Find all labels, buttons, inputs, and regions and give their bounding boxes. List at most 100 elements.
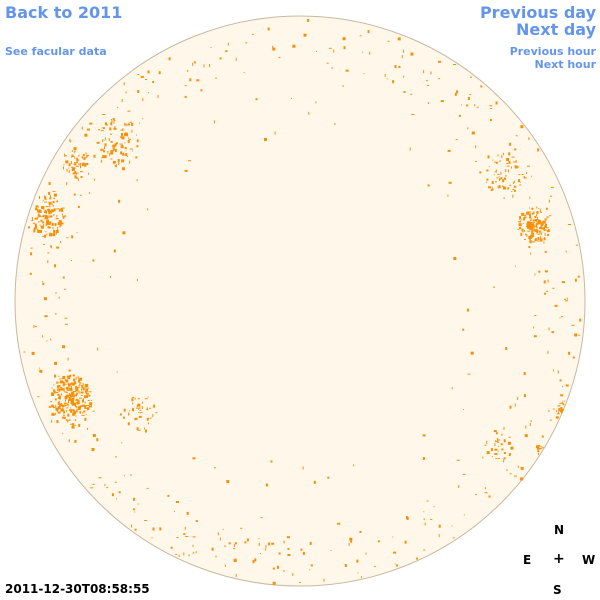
facula-mark (120, 136, 123, 139)
facula-mark (49, 203, 53, 205)
facula-mark (192, 457, 196, 460)
facula-mark (88, 405, 92, 408)
previous-day-link[interactable]: Previous day (479, 3, 596, 22)
facula-mark (84, 405, 87, 409)
facula-mark (560, 410, 563, 414)
back-to-year-link[interactable]: Back to 2011 (5, 3, 123, 22)
facula-mark (512, 194, 514, 198)
facula-mark (463, 514, 465, 516)
facula-mark (137, 398, 140, 400)
facula-mark (515, 159, 517, 163)
facula-mark (350, 540, 353, 543)
facula-mark (36, 228, 39, 230)
facula-mark (73, 193, 76, 196)
facula-mark (84, 384, 88, 388)
facula-mark (287, 554, 291, 556)
facula-mark (309, 541, 312, 545)
facula-mark (61, 404, 65, 407)
facula-mark (337, 522, 341, 525)
facula-mark (533, 226, 535, 230)
facula-mark (44, 315, 48, 318)
facula-mark (545, 227, 549, 229)
facula-mark (159, 527, 162, 531)
facula-mark (535, 225, 538, 228)
facula-mark (158, 71, 161, 75)
facula-mark (137, 503, 139, 505)
facula-mark (30, 252, 33, 256)
compass-center-cross: + (553, 551, 565, 567)
facula-mark (73, 163, 75, 165)
facula-mark (561, 281, 565, 284)
facula-mark (88, 394, 91, 397)
facula-mark (504, 177, 506, 179)
facula-mark (137, 90, 140, 93)
facular-data-link[interactable]: See facular data (5, 45, 107, 58)
facula-mark (63, 408, 65, 410)
facula-mark (56, 246, 60, 249)
facula-mark (115, 142, 118, 145)
facula-mark (129, 410, 130, 412)
facula-mark (123, 408, 126, 412)
facula-mark (81, 156, 84, 159)
facula-mark (74, 175, 77, 179)
facula-mark (283, 540, 285, 544)
facula-mark (451, 387, 453, 390)
facula-mark (506, 163, 508, 165)
facula-mark (133, 497, 136, 501)
facula-mark (495, 161, 498, 164)
facula-mark (518, 223, 522, 227)
facula-mark (71, 392, 75, 395)
facula-mark (49, 232, 52, 235)
facula-mark (139, 412, 143, 414)
facula-mark (531, 240, 533, 243)
facula-mark (453, 257, 457, 260)
facula-mark (168, 57, 171, 61)
facula-mark (42, 235, 46, 237)
facula-mark (192, 551, 194, 554)
facula-mark (116, 498, 117, 500)
facula-mark (56, 420, 59, 424)
facula-mark (134, 397, 136, 400)
facula-mark (259, 553, 261, 554)
facula-mark (497, 154, 499, 157)
facula-mark (566, 297, 568, 300)
facula-mark (129, 139, 131, 141)
facula-mark (84, 163, 87, 167)
facula-mark (122, 128, 124, 132)
facula-mark (84, 401, 86, 404)
facula-mark (61, 406, 63, 408)
facula-mark (556, 413, 560, 415)
facula-mark (523, 216, 526, 219)
previous-hour-link[interactable]: Previous hour (509, 45, 596, 58)
facula-mark (533, 225, 535, 228)
next-hour-link[interactable]: Next hour (534, 58, 597, 71)
facula-mark (70, 423, 74, 425)
next-day-link[interactable]: Next day (516, 20, 596, 39)
facula-mark (37, 214, 40, 217)
facula-mark (53, 208, 56, 212)
facula-mark (60, 408, 64, 412)
facula-mark (272, 567, 275, 570)
facula-mark (531, 232, 535, 235)
facula-mark (88, 391, 92, 393)
facula-mark (404, 540, 407, 544)
facula-mark (106, 124, 109, 126)
facula-mark (533, 229, 537, 232)
facula-mark (516, 166, 520, 168)
facula-mark (498, 185, 501, 189)
facula-mark (451, 525, 453, 527)
facula-mark (309, 569, 311, 571)
facula-mark (110, 119, 112, 120)
facula-mark (359, 35, 362, 37)
facula-mark (520, 477, 524, 481)
facula-mark (121, 167, 125, 171)
facula-mark (183, 533, 186, 536)
facula-mark (495, 181, 497, 183)
facula-mark (531, 207, 534, 210)
facula-mark (93, 154, 96, 158)
facula-mark (44, 197, 46, 199)
facula-mark (187, 69, 189, 72)
facula-mark (53, 230, 56, 233)
facula-mark (526, 233, 528, 237)
facula-mark (530, 222, 533, 225)
